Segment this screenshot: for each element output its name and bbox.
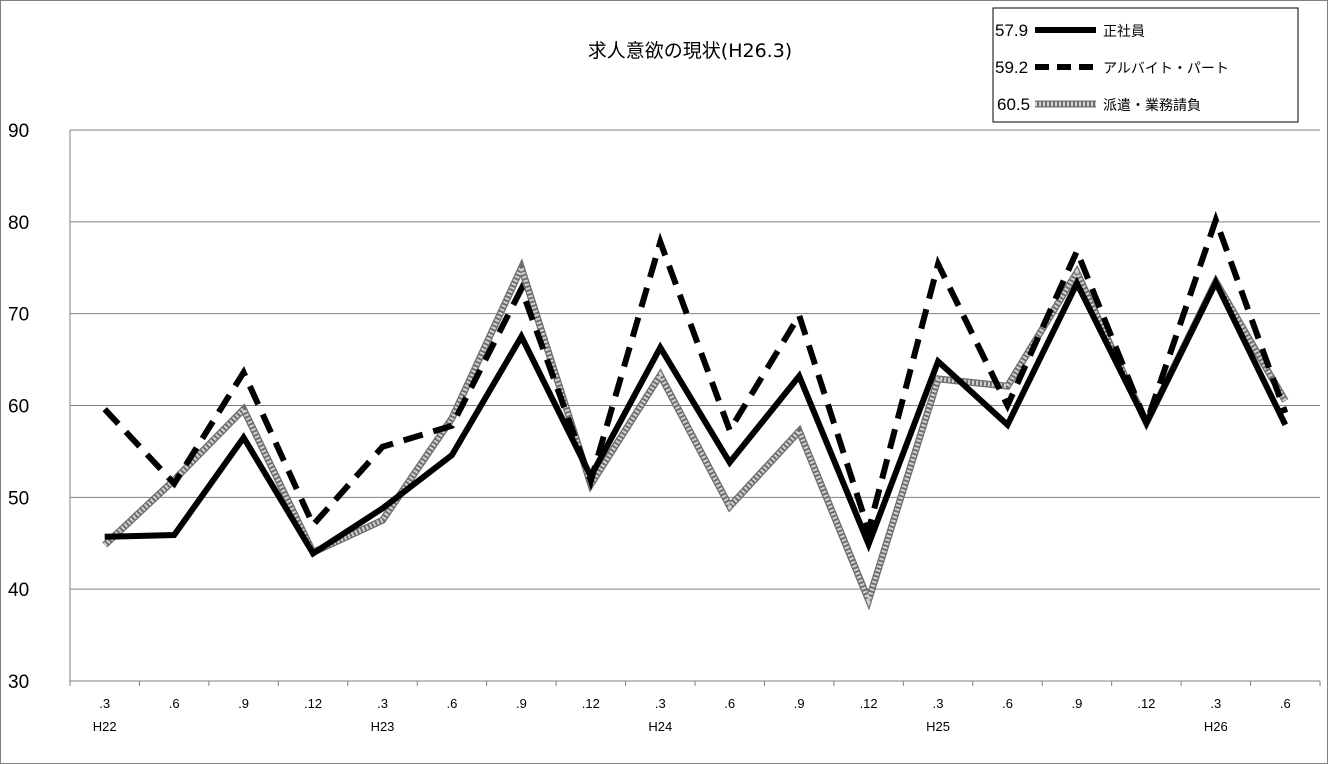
chart-title: 求人意欲の現状(H26.3) <box>588 40 792 62</box>
y-axis-ticks: 30 40 50 60 70 80 90 <box>8 121 29 693</box>
x-tick-label: .12 <box>582 696 600 711</box>
series-2 <box>102 258 1289 611</box>
x-tick-label: .9 <box>516 696 527 711</box>
legend-label: 派遣・業務請負 <box>1103 98 1201 114</box>
x-tick-label: .6 <box>447 696 458 711</box>
series-line <box>102 210 1289 542</box>
y-tick-label: 70 <box>8 305 29 326</box>
series-line <box>103 261 1288 607</box>
y-tick-label: 40 <box>8 580 29 601</box>
gridlines <box>70 129 1320 590</box>
x-tick-label: .3 <box>655 696 666 711</box>
y-tick-label: 80 <box>8 213 29 234</box>
x-tick-label: .12 <box>860 696 878 711</box>
x-tick-label: .12 <box>1137 696 1155 711</box>
series-line <box>104 275 1288 558</box>
x-axis-ticks: .3 .6 .9 .12 .3 .6 .9 .12 .3 .6 .9 .12 .3 .6 .9 .12 .3 .6… <box>93 696 1291 734</box>
legend-label: アルバイト・パート <box>1103 61 1229 77</box>
legend: 57.9 正社員 59.2 アルバイト・パート 60.5 派遣・業務請負 <box>992 7 1299 123</box>
x-tick-label: .3 <box>933 696 944 711</box>
x-tick-label: .6 <box>1002 696 1013 711</box>
x-tick-label: .6 <box>1280 696 1291 711</box>
series-line-edge <box>102 258 1289 611</box>
x-tick-label: .9 <box>1072 696 1083 711</box>
series-0 <box>104 275 1288 558</box>
x-group-label: H26 <box>1204 719 1228 734</box>
legend-value: 57.9 <box>995 21 1028 40</box>
x-tick-label: .6 <box>169 696 180 711</box>
y-tick-label: 50 <box>8 488 29 509</box>
legend-label: 正社員 <box>1103 24 1145 40</box>
y-tick-label: 60 <box>8 397 29 418</box>
x-tick-label: .6 <box>724 696 735 711</box>
x-group-label: H23 <box>371 719 395 734</box>
series-lines <box>102 210 1289 611</box>
y-tick-label: 90 <box>8 121 29 142</box>
x-tick-label: .12 <box>304 696 322 711</box>
series-1 <box>102 210 1289 542</box>
x-tick-label: .3 <box>99 696 110 711</box>
x-tick-label: .9 <box>238 696 249 711</box>
x-tick-label: .3 <box>1210 696 1221 711</box>
y-tick-label: 30 <box>8 672 29 693</box>
x-group-label: H22 <box>93 719 117 734</box>
x-tick-label: .3 <box>377 696 388 711</box>
x-tick-label: .9 <box>794 696 805 711</box>
axes <box>69 130 1321 686</box>
legend-value: 60.5 <box>997 95 1030 114</box>
legend-value: 59.2 <box>995 58 1028 77</box>
x-group-label: H25 <box>926 719 950 734</box>
x-group-label: H24 <box>648 719 672 734</box>
